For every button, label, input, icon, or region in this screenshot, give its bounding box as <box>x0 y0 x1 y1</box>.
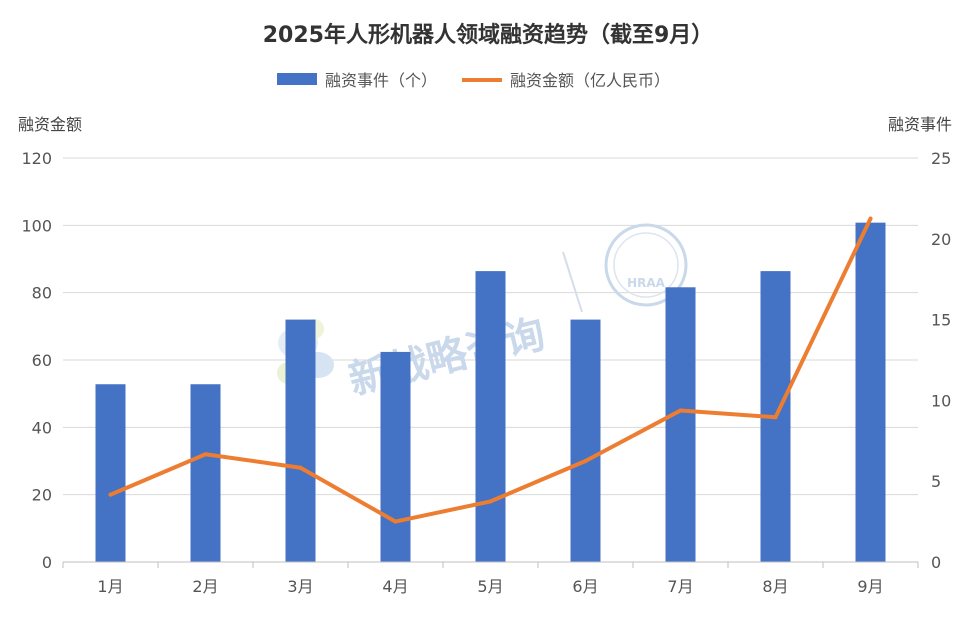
x-tick-label: 4月 <box>382 577 408 596</box>
line-point <box>583 459 588 463</box>
line-point <box>203 452 208 457</box>
watermark-badge-inner <box>613 232 679 298</box>
right-tick-label: 15 <box>931 311 951 330</box>
x-tick-label: 1月 <box>97 577 123 596</box>
x-tick-label: 3月 <box>287 577 313 596</box>
bar <box>570 319 601 562</box>
left-tick-label: 100 <box>21 216 52 235</box>
bar-series <box>95 222 886 562</box>
bar <box>380 351 411 562</box>
line-point <box>298 465 303 470</box>
left-tick-label: 40 <box>32 418 52 437</box>
right-tick-label: 20 <box>931 230 951 249</box>
right-tick-label: 10 <box>931 391 951 410</box>
line-point <box>488 499 493 504</box>
watermark-text: 新战略咨询 <box>344 311 549 404</box>
left-tick-label: 0 <box>42 553 52 572</box>
left-tick-label: 20 <box>32 486 52 505</box>
line-point <box>393 519 398 524</box>
left-tick-label: 80 <box>32 284 52 303</box>
line-point <box>773 415 778 420</box>
legend-bar-swatch <box>277 73 317 85</box>
bar <box>190 384 221 562</box>
bar <box>475 271 506 562</box>
bar <box>665 287 696 562</box>
watermark-divider <box>562 251 583 313</box>
line-point <box>868 216 873 221</box>
watermark-badge-text: HRAA <box>627 276 666 290</box>
x-tick-label: 2月 <box>192 577 218 596</box>
x-tick-label: 9月 <box>857 577 883 596</box>
bar <box>285 319 316 562</box>
axes: 0 20 40 60 80 100 120 0 5 10 15 20 25 1月 2月 3月 4月 5月 6月 7月 8… <box>21 149 951 596</box>
line-point <box>108 492 113 497</box>
legend-line-label: 融资金额（亿人民币） <box>510 71 670 90</box>
right-tick-label: 25 <box>931 149 951 168</box>
watermark-badge <box>604 223 688 307</box>
right-axis-title: 融资事件 <box>888 115 952 134</box>
line-series <box>108 216 873 524</box>
left-axis-title: 融资金额 <box>18 115 82 134</box>
x-tick-label: 6月 <box>572 577 598 596</box>
x-tick-label: 7月 <box>667 577 693 596</box>
x-tick-label: 8月 <box>762 577 788 596</box>
chart-title: 2025年人形机器人领域融资趋势（截至9月） <box>263 22 714 48</box>
right-tick-label: 0 <box>931 553 941 572</box>
x-tick-label: 5月 <box>477 577 503 596</box>
left-tick-label: 120 <box>21 149 52 168</box>
legend-bar-label: 融资事件（个） <box>325 71 437 90</box>
right-tick-label: 5 <box>931 472 941 491</box>
bar <box>855 222 886 562</box>
bar <box>95 384 126 562</box>
legend: 融资事件（个） 融资金额（亿人民币） <box>277 71 670 90</box>
left-tick-label: 60 <box>32 351 52 370</box>
line-point <box>678 408 683 413</box>
